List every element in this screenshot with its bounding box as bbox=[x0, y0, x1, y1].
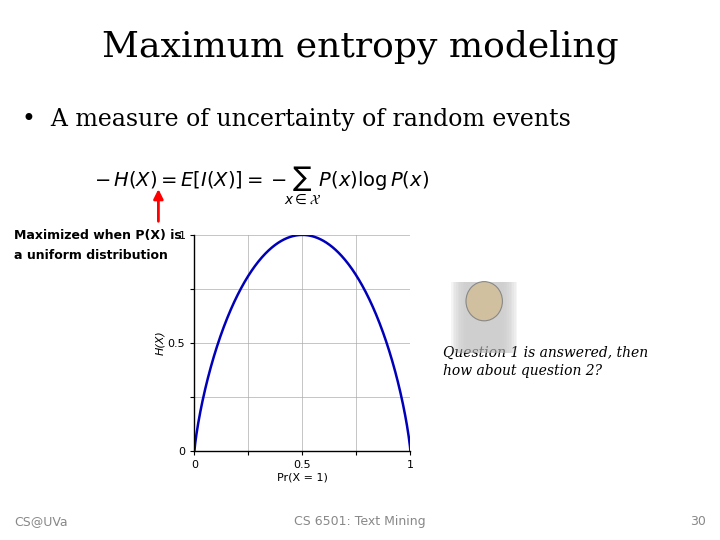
Text: CS@UVa: CS@UVa bbox=[14, 515, 68, 528]
Text: •  A measure of uncertainty of random events: • A measure of uncertainty of random eve… bbox=[22, 108, 570, 131]
Circle shape bbox=[466, 282, 503, 321]
Bar bbox=[451, 282, 518, 353]
Bar bbox=[454, 282, 514, 353]
Bar bbox=[459, 282, 509, 353]
Text: 30: 30 bbox=[690, 515, 706, 528]
Bar bbox=[456, 282, 513, 353]
Text: CS 6501: Text Mining: CS 6501: Text Mining bbox=[294, 515, 426, 528]
X-axis label: Pr(X = 1): Pr(X = 1) bbox=[277, 472, 328, 483]
Text: how about question 2?: how about question 2? bbox=[443, 364, 602, 379]
Text: $-\,H(X) = E[I(X)] = -\!\!\sum_{x \in \mathcal{X}} P(x)\log P(x)$: $-\,H(X) = E[I(X)] = -\!\!\sum_{x \in \m… bbox=[94, 165, 428, 207]
Bar bbox=[461, 282, 508, 353]
Bar bbox=[464, 282, 504, 353]
Y-axis label: H(X): H(X) bbox=[155, 330, 165, 355]
Bar bbox=[463, 282, 505, 353]
Bar bbox=[453, 282, 516, 353]
Text: Question 1 is answered, then: Question 1 is answered, then bbox=[443, 346, 648, 360]
Bar bbox=[458, 282, 510, 353]
Bar bbox=[466, 282, 503, 353]
Text: a uniform distribution: a uniform distribution bbox=[14, 249, 168, 262]
Text: Maximum entropy modeling: Maximum entropy modeling bbox=[102, 30, 618, 64]
Text: Maximized when P(X) is: Maximized when P(X) is bbox=[14, 230, 182, 242]
